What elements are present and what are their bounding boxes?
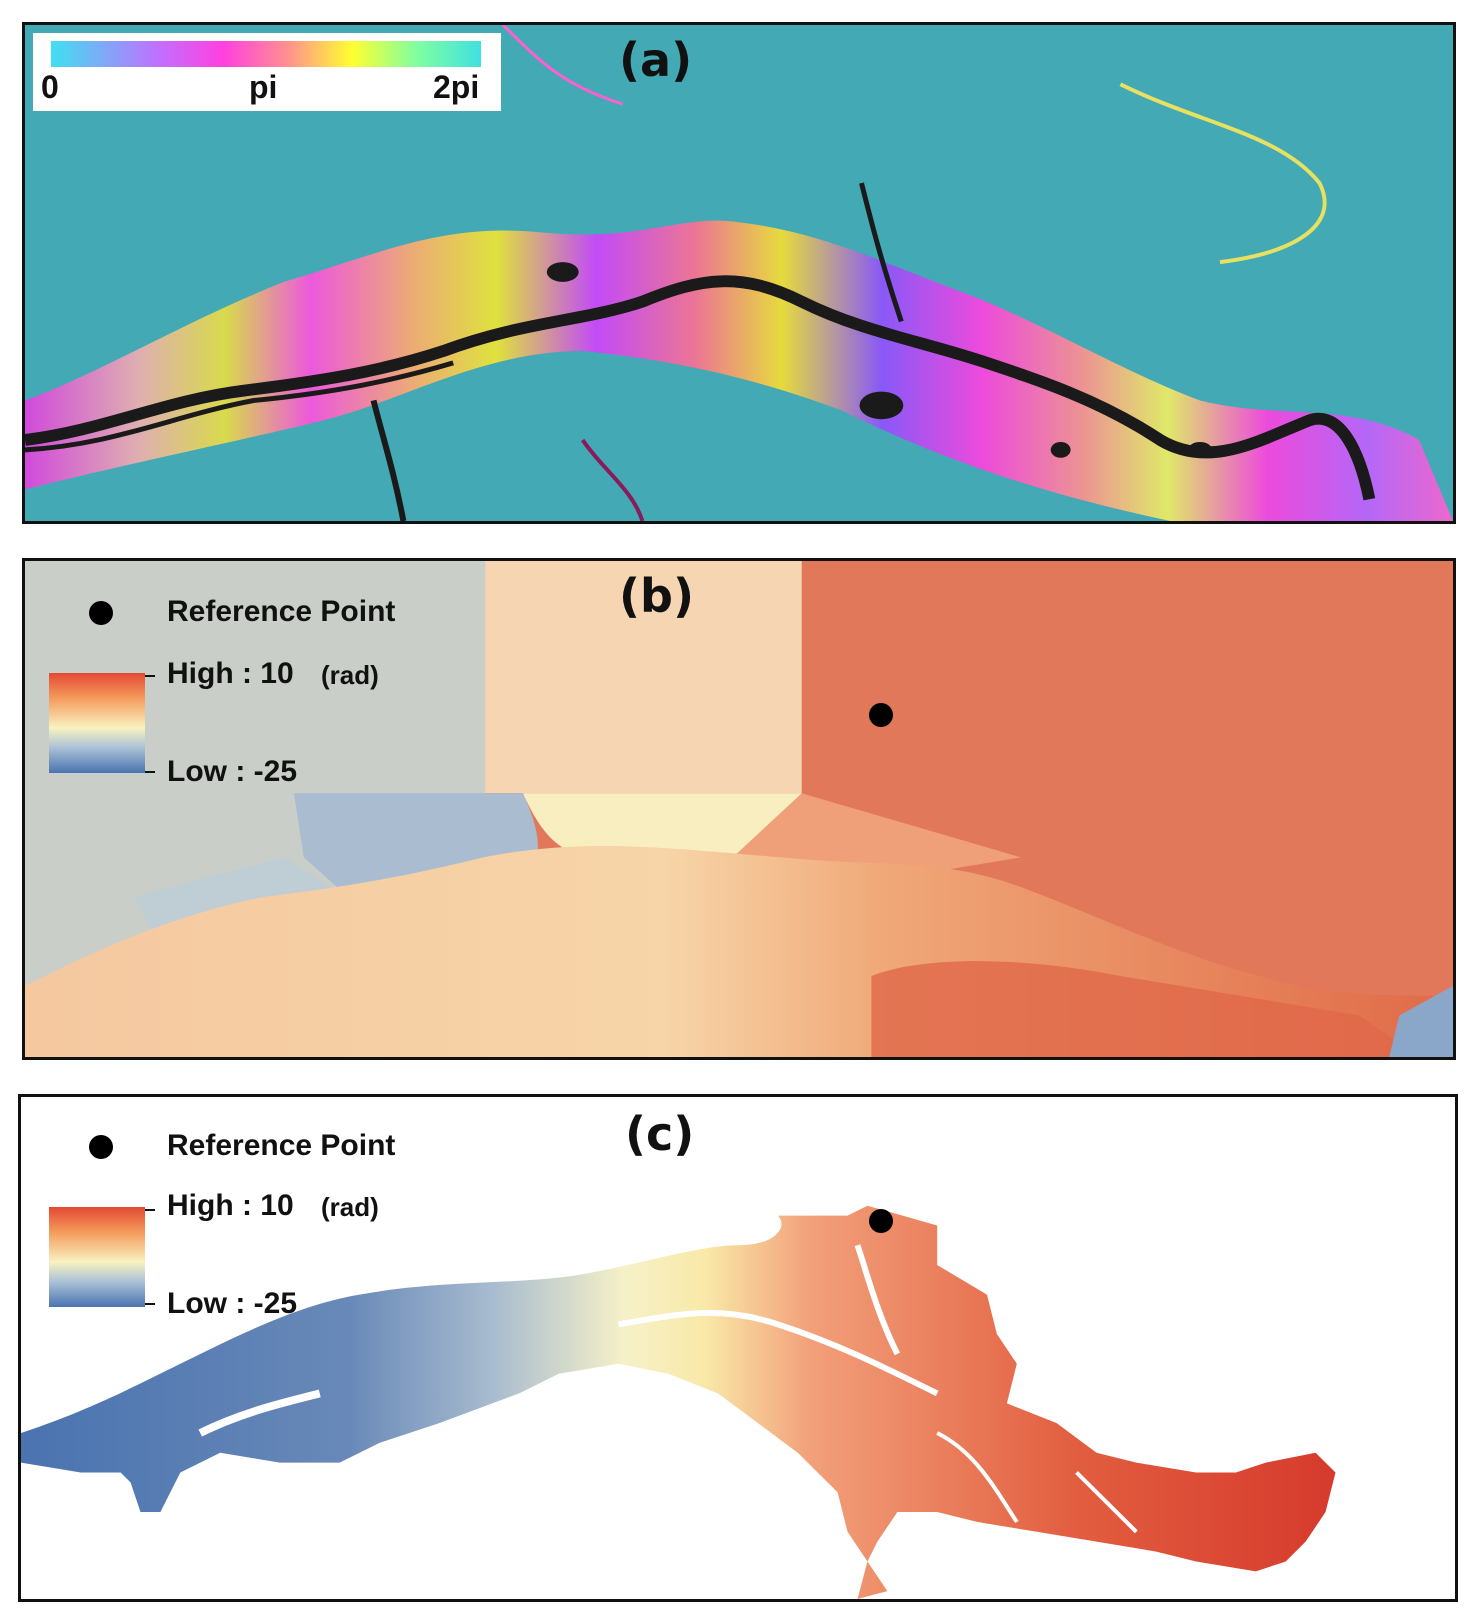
river-channel xyxy=(25,275,1376,501)
legend-unit-label: (rad) xyxy=(321,660,379,690)
interferogram-panel-a: 0 pi 2pi (a) xyxy=(22,22,1456,524)
phase-colorbar: 0 pi 2pi xyxy=(33,33,501,111)
unwrapped-panel-b: Reference Point High : 10 (rad) Low : -2… xyxy=(22,558,1456,1060)
colorbar-tick-pi: pi xyxy=(249,69,278,105)
masked-phase-map xyxy=(21,1205,1336,1599)
legend-low-label: Low : -25 xyxy=(167,1287,298,1320)
reference-point-legend-label: Reference Point xyxy=(167,1129,396,1162)
panel-label-a: (a) xyxy=(619,33,693,87)
unwrapped-color-ramp xyxy=(49,673,145,773)
legend-high-label: High : 10 xyxy=(167,657,294,690)
panel-label-c: (c) xyxy=(625,1107,695,1161)
masked-panel-c: Reference Point High : 10 (rad) Low : -2… xyxy=(18,1094,1458,1602)
ramp-tick-high xyxy=(145,675,155,677)
phase-color-ramp xyxy=(51,41,481,67)
colorbar-tick-2pi: 2pi xyxy=(433,69,480,105)
masked-river-region xyxy=(21,1205,1336,1599)
ramp-tick-low xyxy=(145,1303,155,1305)
reference-point-legend-marker xyxy=(89,1135,113,1159)
ramp-tick-low xyxy=(145,771,155,773)
masked-color-ramp xyxy=(49,1207,145,1307)
reference-point-legend-label: Reference Point xyxy=(167,595,396,628)
reference-point-marker xyxy=(869,1209,893,1233)
reference-point-legend-marker xyxy=(89,601,113,625)
legend-high-label: High : 10 xyxy=(167,1189,294,1222)
reference-point-marker xyxy=(869,703,893,727)
unwrapped-phase-map xyxy=(25,561,1453,1057)
ramp-tick-high xyxy=(145,1209,155,1211)
legend-low-label: Low : -25 xyxy=(167,755,298,788)
legend-unit-label: (rad) xyxy=(321,1192,379,1222)
colorbar-tick-0: 0 xyxy=(41,69,59,105)
panel-label-b: (b) xyxy=(619,569,694,623)
